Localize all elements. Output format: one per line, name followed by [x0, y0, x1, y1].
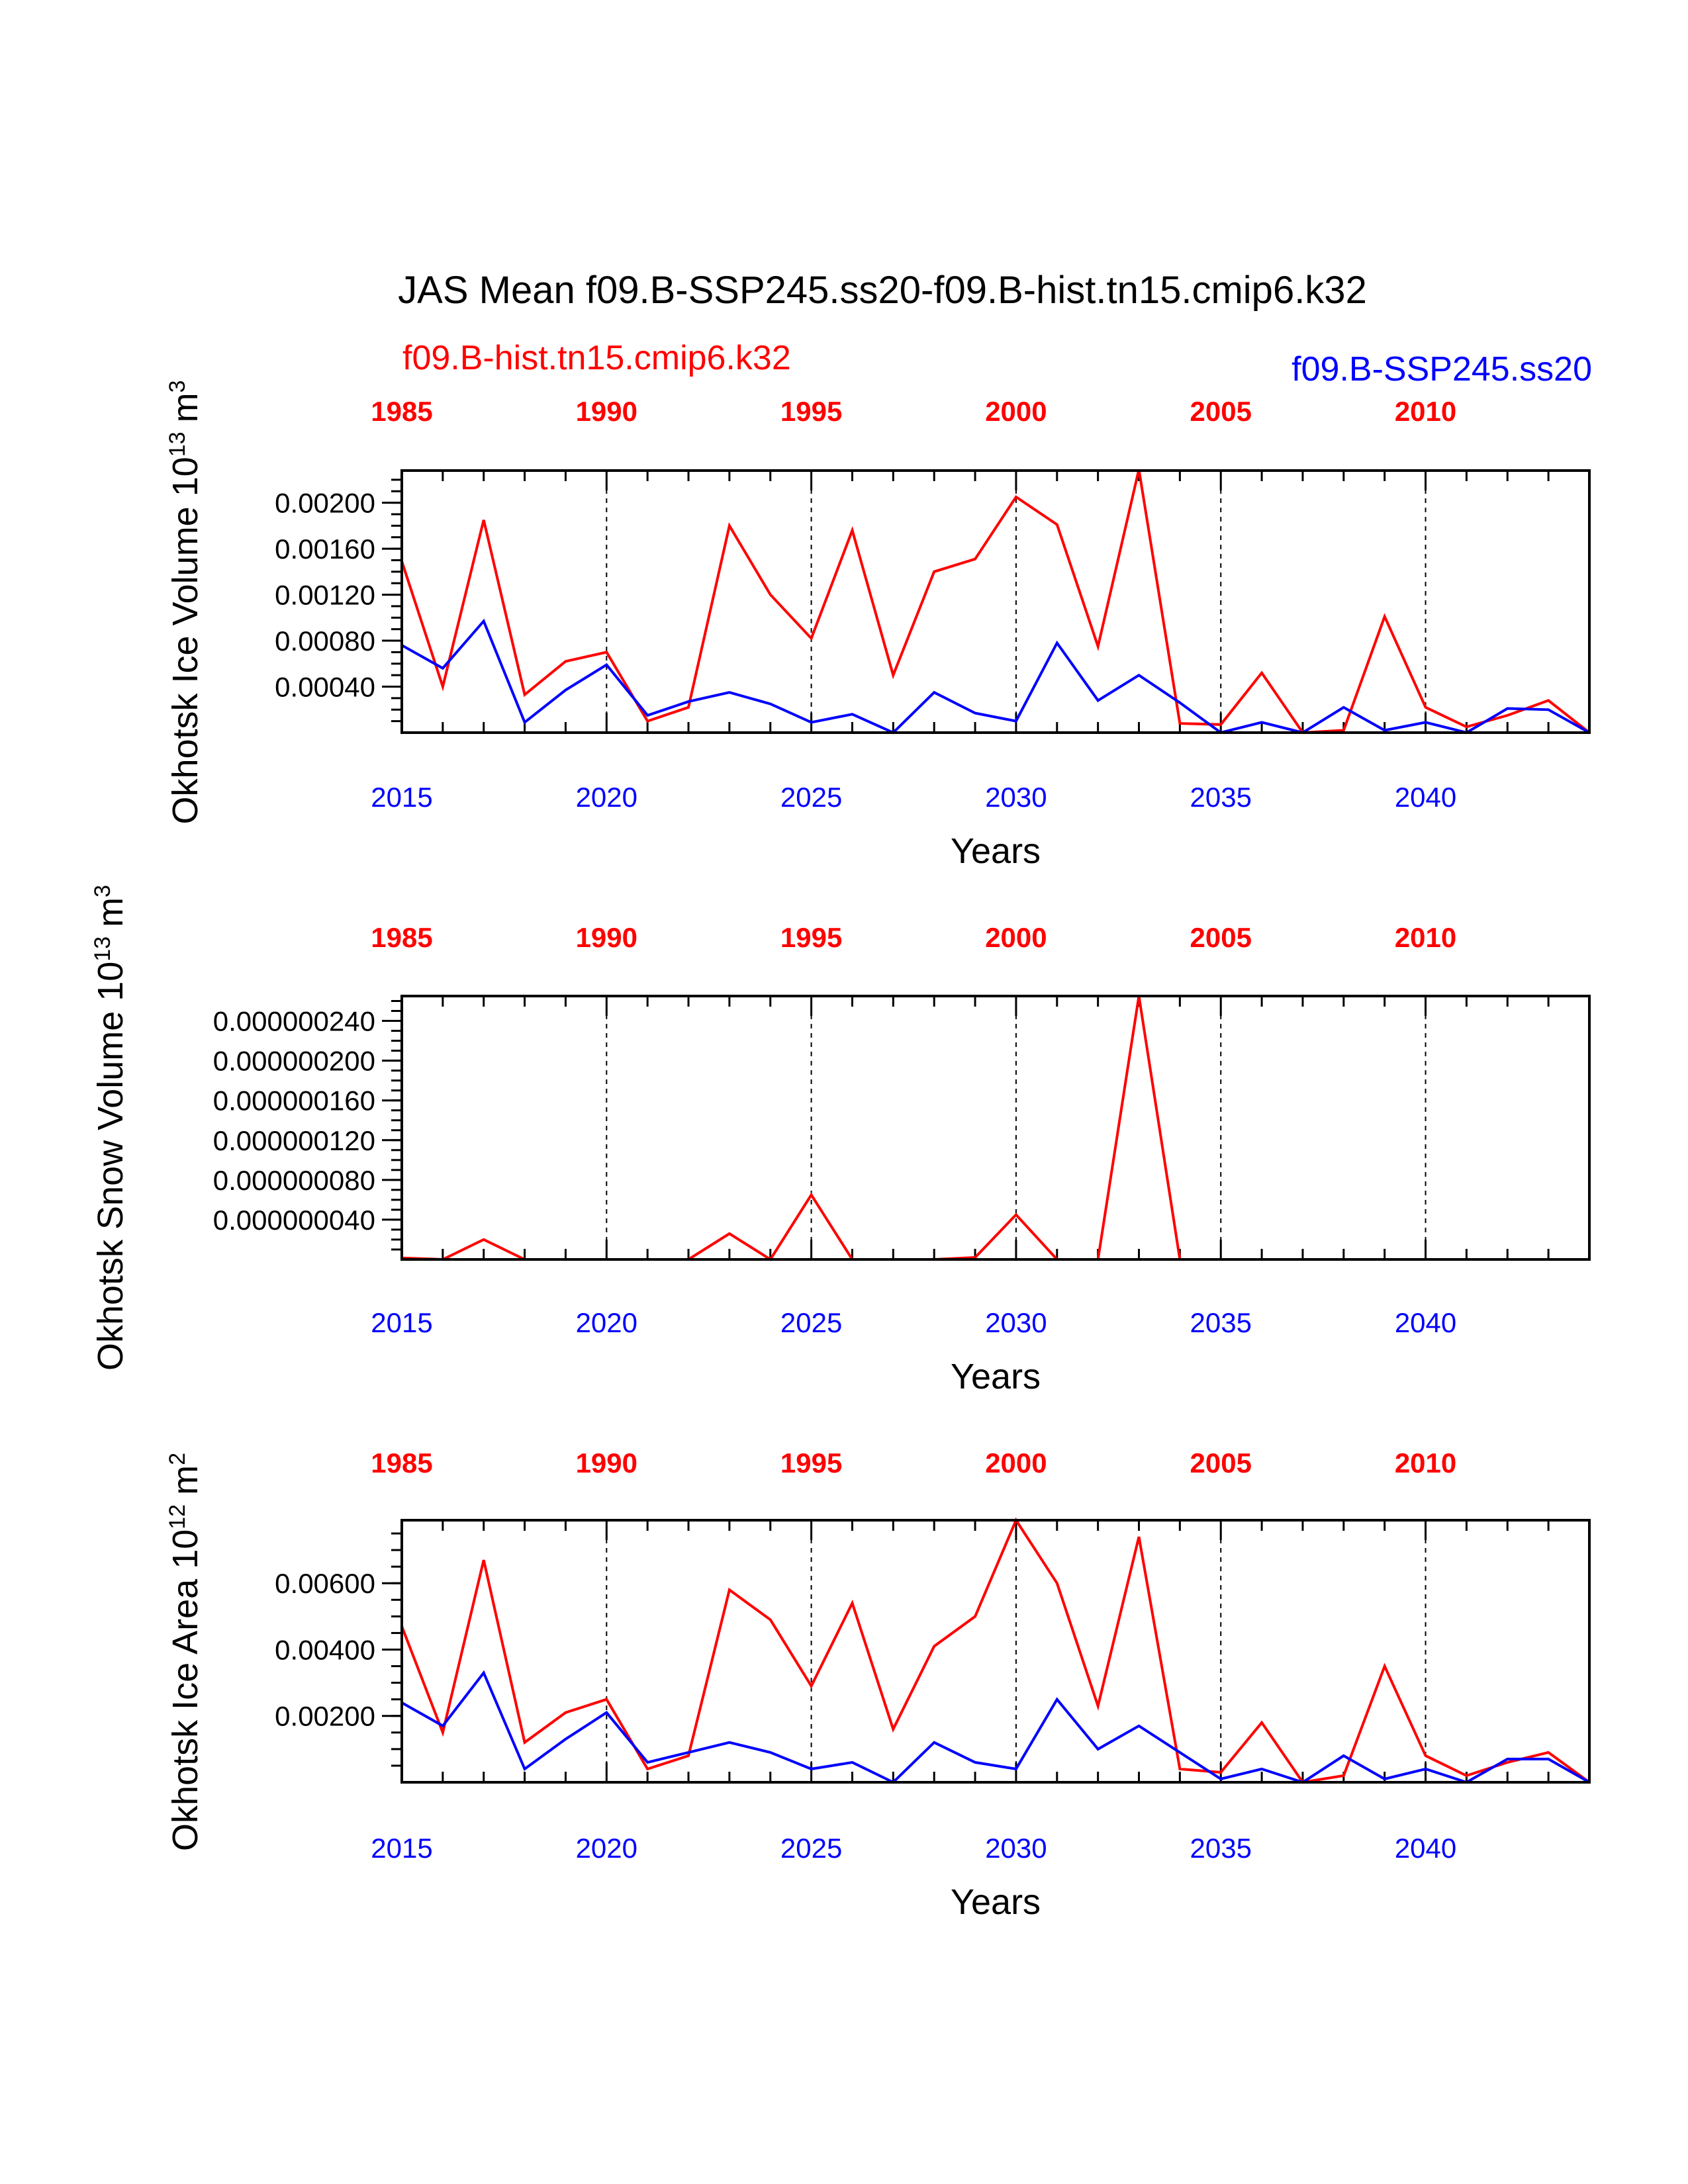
y-axis-label-ylabel-unit: m — [165, 392, 205, 422]
x-tick-label-top: 2010 — [1395, 922, 1456, 953]
y-tick-label: 0.000000240 — [213, 1006, 375, 1037]
x-tick-label-top: 1985 — [371, 1447, 432, 1479]
figure-title: JAS Mean f09.B-SSP245.ss20-f09.B-hist.tn… — [398, 269, 1367, 312]
y-tick-label: 0.000000040 — [213, 1205, 375, 1236]
x-tick-label-top: 2005 — [1190, 1447, 1252, 1479]
x-tick-label-bottom: 2025 — [780, 782, 842, 813]
y-axis-label-ylabel-exp: 12 — [165, 1504, 190, 1529]
x-tick-label-bottom: 2035 — [1190, 782, 1252, 813]
y-tick-label: 0.00040 — [275, 672, 375, 703]
x-tick-label-top: 2005 — [1190, 922, 1252, 953]
panels: 0.00040 0.00080 0.00120 0.00160 0.00200 2015 2… — [90, 380, 1591, 1922]
y-tick-label: 0.00200 — [275, 488, 375, 519]
legend-hist-label: f09.B-hist.tn15.cmip6.k32 — [402, 339, 791, 377]
x-tick-label-top: 1995 — [780, 1447, 842, 1479]
x-tick-label-bottom: 2040 — [1395, 1833, 1456, 1864]
x-tick-label-top: 1990 — [576, 922, 637, 953]
series-line-ssp — [401, 618, 1590, 735]
x-tick-label-bottom: 2020 — [576, 1307, 637, 1338]
x-axis-label: Years — [951, 1357, 1041, 1396]
x-tick-label-bottom: 2025 — [780, 1307, 842, 1338]
plot-frame — [400, 469, 1591, 734]
x-tick-label-bottom: 2025 — [780, 1833, 842, 1864]
y-axis-label-ylabel-exp: 13 — [90, 936, 115, 962]
x-tick-label-top: 1995 — [780, 922, 842, 953]
y-axis-label-ylabel-unit: m — [165, 1465, 205, 1495]
y-axis-label: Okhotsk Ice Area 1012 m2 — [165, 1453, 205, 1851]
x-tick-label-bottom: 2030 — [985, 1833, 1047, 1864]
x-tick-label-bottom: 2015 — [371, 782, 432, 813]
y-axis-label-ylabel: Okhotsk Snow Volume 10 — [91, 962, 130, 1371]
y-axis-label-text: Okhotsk Ice Volume 1013 m3 — [165, 380, 205, 824]
x-tick-label-bottom: 2040 — [1395, 782, 1456, 813]
y-axis-label: Okhotsk Snow Volume 1013 m3 — [90, 885, 130, 1371]
series-line-hist — [401, 995, 1589, 1261]
x-tick-label-top: 1995 — [780, 396, 842, 427]
x-tick-label-bottom: 2015 — [371, 1307, 432, 1338]
y-tick-label: 0.000000200 — [213, 1046, 375, 1077]
y-axis-label-text: Okhotsk Ice Area 1012 m2 — [165, 1453, 205, 1851]
x-tick-label-bottom: 2035 — [1190, 1833, 1252, 1864]
series-line-hist — [400, 1517, 1591, 1784]
y-axis-label-ylabel-unit-exp: 3 — [90, 885, 115, 897]
x-tick-label-bottom: 2040 — [1395, 1307, 1456, 1338]
y-tick-label: 0.000000080 — [213, 1165, 375, 1196]
x-tick-label-bottom: 2020 — [576, 1833, 637, 1864]
y-tick-label: 0.00160 — [275, 533, 375, 565]
y-axis-label-ylabel-exp: 13 — [165, 432, 190, 457]
y-axis-label: Okhotsk Ice Volume 1013 m3 — [165, 380, 205, 824]
chart-panel-3: 0.00200 0.00400 0.00600 2015 2020 2025 2030 203… — [165, 1447, 1591, 1922]
chart-panel-1: 0.00040 0.00080 0.00120 0.00160 0.00200 2015 2… — [165, 380, 1591, 871]
x-tick-label-bottom: 2015 — [371, 1833, 432, 1864]
y-tick-label: 0.00080 — [275, 625, 375, 657]
x-tick-label-bottom: 2035 — [1190, 1307, 1252, 1338]
x-axis-label: Years — [951, 831, 1041, 871]
y-axis-label-ylabel-unit-exp: 3 — [165, 380, 190, 392]
y-tick-label: 0.00120 — [275, 580, 375, 611]
y-axis-label-ylabel-unit-exp: 2 — [165, 1453, 190, 1465]
chart-panel-2: 0.000000040 0.000000080 0.000000120 0.00000… — [90, 885, 1591, 1396]
y-tick-label: 0.00200 — [275, 1701, 375, 1732]
y-tick-label: 0.000000160 — [213, 1085, 375, 1116]
x-tick-label-top: 2000 — [985, 396, 1047, 427]
x-tick-label-top: 1990 — [576, 396, 637, 427]
series-line-ssp — [401, 1670, 1590, 1784]
y-tick-label: 0.00400 — [275, 1634, 375, 1665]
x-tick-label-top: 2000 — [985, 922, 1047, 953]
x-tick-label-top: 2000 — [985, 1447, 1047, 1479]
x-tick-label-top: 2010 — [1395, 396, 1456, 427]
x-tick-label-bottom: 2030 — [985, 1307, 1047, 1338]
legend-ssp-label: f09.B-SSP245.ss20 — [1291, 350, 1592, 388]
x-tick-label-bottom: 2030 — [985, 782, 1047, 813]
plot-frame — [400, 995, 1591, 1261]
y-tick-label: 0.00600 — [275, 1568, 375, 1599]
x-tick-label-top: 2010 — [1395, 1447, 1456, 1479]
x-tick-label-top: 1990 — [576, 1447, 637, 1479]
y-tick-label: 0.000000120 — [213, 1125, 375, 1156]
x-axis-label: Years — [951, 1882, 1041, 1922]
y-axis-label-ylabel: Okhotsk Ice Volume 10 — [165, 457, 205, 824]
x-tick-label-top: 1985 — [371, 922, 432, 953]
series-line-hist — [400, 469, 1591, 735]
x-tick-label-top: 1985 — [371, 396, 432, 427]
x-tick-label-bottom: 2020 — [576, 782, 637, 813]
y-axis-label-ylabel: Okhotsk Ice Area 10 — [165, 1529, 205, 1851]
plot-frame — [400, 1519, 1591, 1784]
y-axis-label-ylabel-unit: m — [91, 897, 130, 927]
y-axis-label-text: Okhotsk Snow Volume 1013 m3 — [90, 885, 130, 1371]
x-tick-label-top: 2005 — [1190, 396, 1252, 427]
